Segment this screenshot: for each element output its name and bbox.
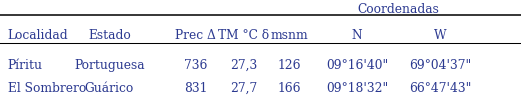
Text: 736: 736 xyxy=(184,59,207,72)
Text: 69°04'37": 69°04'37" xyxy=(409,59,472,72)
Text: Localidad: Localidad xyxy=(8,29,68,42)
Text: 166: 166 xyxy=(277,82,301,95)
Text: msnm: msnm xyxy=(270,29,308,42)
Text: TM °C δ: TM °C δ xyxy=(218,29,269,42)
Text: 27,7: 27,7 xyxy=(230,82,257,95)
Text: Portuguesa: Portuguesa xyxy=(74,59,145,72)
Text: 126: 126 xyxy=(277,59,301,72)
Text: N: N xyxy=(352,29,362,42)
Text: 66°47'43": 66°47'43" xyxy=(409,82,472,95)
Text: 09°16'40": 09°16'40" xyxy=(326,59,388,72)
Text: 09°18'32": 09°18'32" xyxy=(326,82,388,95)
Text: Guárico: Guárico xyxy=(85,82,134,95)
Text: Coordenadas: Coordenadas xyxy=(357,3,440,16)
Text: W: W xyxy=(434,29,446,42)
Text: El Sombrero: El Sombrero xyxy=(8,82,86,95)
Text: 27,3: 27,3 xyxy=(230,59,257,72)
Text: Píritu: Píritu xyxy=(8,59,43,72)
Text: Estado: Estado xyxy=(88,29,131,42)
Text: Prec Δ: Prec Δ xyxy=(175,29,216,42)
Text: 831: 831 xyxy=(184,82,207,95)
